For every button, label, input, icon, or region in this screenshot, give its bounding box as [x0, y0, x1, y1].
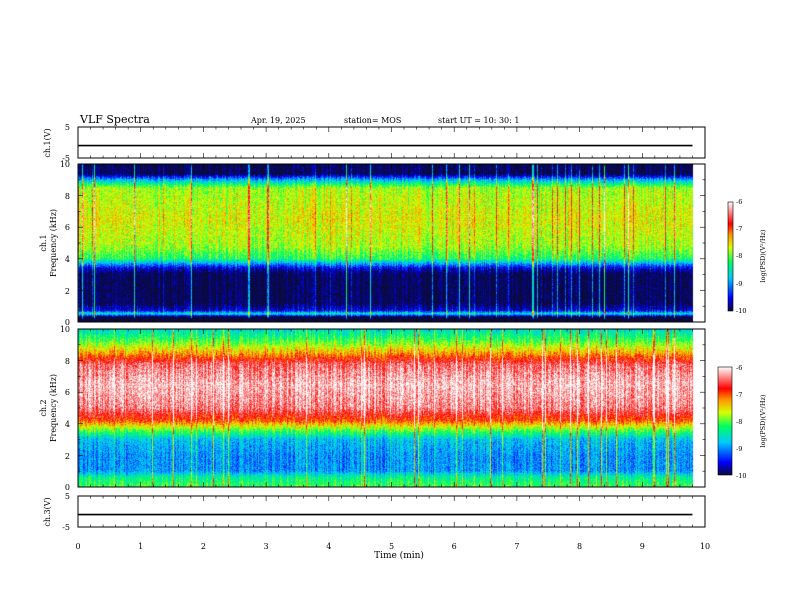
ch1-spec-ylabel: Frequency (kHz): [49, 209, 58, 277]
time-axis: 0 1 2 3 4 5 6 7 8 9 10 Time (min): [75, 542, 710, 561]
ch1-spec-ytick-0: 0: [65, 318, 70, 327]
xtick-1: 1: [138, 542, 143, 551]
x-axis-label: Time (min): [374, 550, 424, 561]
ch3-waveform-panel: 5 -5 ch.3(V): [43, 492, 706, 532]
ch1-cb-tick-8: -8: [736, 252, 742, 260]
ch1-colorbar: [727, 201, 734, 312]
xtick-3: 3: [264, 542, 269, 551]
ch2-cb-tick-8: -8: [736, 418, 742, 426]
ch1-cb-tick-6: -6: [736, 198, 742, 206]
ch1-spec-channel-label: ch.1: [39, 234, 48, 251]
ch2-spec-ytick-8: 8: [65, 357, 70, 366]
ch2-colorbar-label: log(PSD)(V²/Hz): [759, 394, 767, 447]
ch1-spec-ytick-2: 2: [65, 287, 70, 296]
xtick-2: 2: [201, 542, 206, 551]
ch1-wave-ylabel: ch.1(V): [43, 128, 52, 157]
ch2-spec-ytick-4: 4: [65, 420, 70, 429]
ch1-spectrogram-image: [78, 164, 705, 322]
start-time-label: start UT = 10: 30: 1: [438, 116, 519, 125]
xtick-8: 8: [577, 542, 582, 551]
ch1-colorbar-label: log(PSD)(V²/Hz): [759, 229, 767, 282]
ch1-spec-ytick-8: 8: [65, 192, 70, 201]
date-label: Apr. 19, 2025: [250, 116, 306, 125]
xtick-9: 9: [640, 542, 645, 551]
ch2-spectrogram-panel: 0 2 4 6 8 10 ch.2 Frequency (kHz) -6 -7 …: [39, 325, 767, 492]
xtick-6: 6: [452, 542, 457, 551]
ch1-spec-ytick-4: 4: [65, 255, 70, 264]
xtick-7: 7: [514, 542, 519, 551]
ch2-cb-tick-9: -9: [736, 445, 742, 453]
ch1-wave-ytick-top: 5: [65, 123, 70, 132]
ch1-cb-tick-10: -10: [736, 307, 746, 315]
ch2-cb-tick-10: -10: [736, 472, 746, 480]
ch3-wave-ytick-bottom: -5: [62, 523, 70, 532]
ch2-spec-ytick-10: 10: [60, 325, 70, 334]
xtick-5: 5: [389, 542, 394, 551]
ch2-spectrogram-image: [78, 329, 705, 487]
ch1-waveform-panel: 5 -5 ch.1(V): [43, 123, 706, 163]
ch2-spec-ytick-0: 0: [65, 483, 70, 492]
xtick-4: 4: [326, 542, 331, 551]
ch1-waveform-ticks: [77, 127, 706, 158]
ch3-wave-ytick-top: 5: [65, 492, 70, 501]
ch1-spec-ytick-6: 6: [65, 223, 70, 232]
ch2-spectrogram-ticks: [77, 328, 706, 488]
xtick-10: 10: [700, 542, 710, 551]
ch2-colorbar: [717, 366, 733, 476]
ch2-spec-ytick-2: 2: [65, 452, 70, 461]
ch2-cb-tick-7: -7: [736, 391, 742, 399]
ch1-spectrogram-ticks: [77, 163, 706, 323]
figure-title: VLF Spectra: [79, 113, 150, 126]
ch2-cb-tick-6: -6: [736, 364, 742, 372]
ch2-spec-ytick-6: 6: [65, 388, 70, 397]
station-label: station= MOS: [344, 116, 401, 125]
ch3-waveform-ticks: [77, 496, 706, 527]
ch1-cb-tick-9: -9: [736, 280, 742, 288]
ch1-cb-tick-7: -7: [736, 225, 742, 233]
ch1-spec-ytick-10: 10: [60, 160, 70, 169]
ch2-spec-channel-label: ch.2: [39, 399, 48, 416]
ch2-spec-ylabel: Frequency (kHz): [49, 374, 58, 442]
ch1-wave-ytick-bottom: -5: [62, 154, 70, 163]
xtick-0: 0: [75, 542, 80, 551]
ch1-spectrogram-panel: 0 2 4 6 8 10 ch.1 Frequency (kHz) -6 -7 …: [39, 160, 767, 327]
ch3-wave-ylabel: ch.3(V): [43, 497, 52, 526]
